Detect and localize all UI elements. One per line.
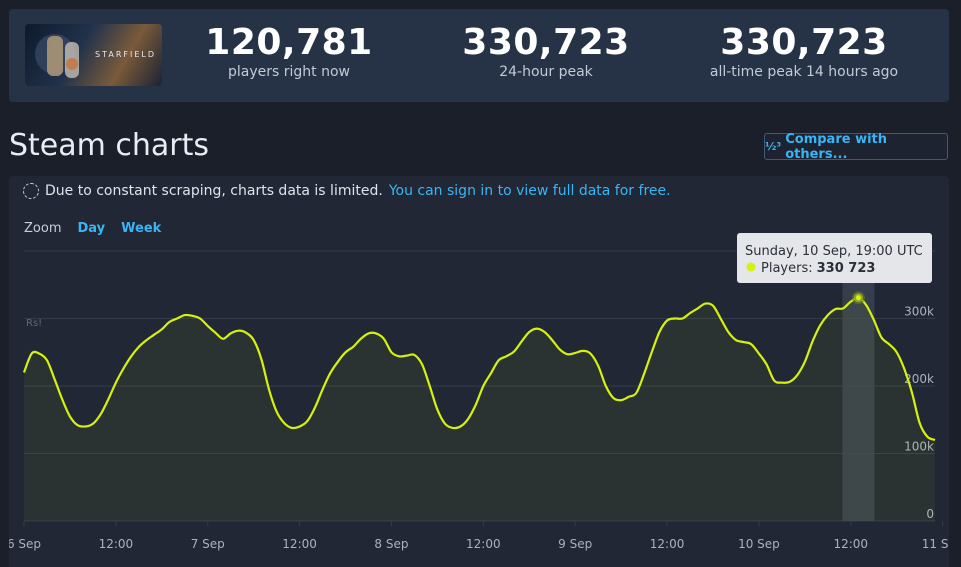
series-line-players — [22, 296, 936, 442]
stat-current-players: 120,781 players right now — [204, 23, 374, 81]
y-tick-label: 300k — [904, 305, 934, 319]
stat-value: 330,723 — [720, 22, 888, 63]
tooltip-series-label: Players: — [761, 261, 813, 276]
x-tick-label: 11 Sep — [922, 537, 949, 551]
x-tick-label: 7 Sep — [191, 537, 225, 551]
zoom-label: Zoom — [24, 221, 62, 236]
compare-button[interactable]: ½³ Compare with others... — [764, 131, 948, 162]
x-tick-label: 12:00 — [466, 537, 501, 551]
x-tick-label: 12:00 — [99, 537, 134, 551]
y-tick-label: 0 — [926, 507, 934, 521]
x-tick-label: 12:00 — [650, 537, 685, 551]
zoom-day-button[interactable]: Day — [77, 221, 106, 236]
highlight-point — [851, 291, 865, 305]
series-area — [24, 297, 935, 521]
zoom-controls: Zoom Day Week — [24, 221, 161, 236]
rs-watermark-icon: Rs! — [26, 318, 42, 329]
tooltip-series-row: Players: 330 723 — [761, 261, 875, 276]
scraping-notice: Due to constant scraping, charts data is… — [23, 183, 671, 199]
chart-tooltip: Sunday, 10 Sep, 19:00 UTC Players: 330 72… — [737, 233, 932, 283]
x-tick-label: 12:00 — [282, 537, 317, 551]
loading-spinner-icon — [23, 183, 39, 199]
stat-24h-peak: 330,723 24-hour peak — [461, 23, 631, 81]
stat-label: 24-hour peak — [499, 64, 593, 80]
game-thumbnail[interactable]: STARFIELD — [25, 24, 162, 86]
game-logo-text: STARFIELD — [95, 50, 157, 59]
sign-in-link[interactable]: You can sign in to view full data for fr… — [388, 183, 671, 199]
tooltip-date: Sunday, 10 Sep, 19:00 UTC — [745, 244, 923, 259]
compare-fraction-icon: ½³ — [765, 140, 782, 153]
zoom-week-button[interactable]: Week — [121, 221, 162, 236]
chart-panel: Due to constant scraping, charts data is… — [9, 176, 949, 567]
x-tick-label: 12:00 — [833, 537, 868, 551]
hover-highlight-band — [842, 281, 875, 521]
stat-value: 120,781 — [205, 22, 373, 63]
y-tick-label: 100k — [904, 440, 934, 454]
players-line-chart[interactable]: 0 100k 200k 300k 6 Sep 12:00 7 Sep 12:00 8 Sep 1… — [9, 176, 949, 567]
y-tick-label: 200k — [904, 372, 934, 386]
stat-label: all-time peak 14 hours ago — [709, 64, 899, 80]
compare-button-label: Compare with others... — [785, 131, 888, 162]
astronaut-art-icon — [35, 34, 79, 78]
stats-bar: STARFIELD 120,781 players right now 330,… — [9, 9, 949, 102]
x-tick-label: 10 Sep — [738, 537, 780, 551]
tooltip-series-dot-icon — [746, 262, 756, 272]
tooltip-value: 330 723 — [817, 261, 876, 276]
stat-label: players right now — [228, 64, 350, 80]
notice-text: Due to constant scraping, charts data is… — [45, 183, 383, 199]
stat-all-time-peak: 330,723 all-time peak 14 hours ago — [699, 23, 909, 81]
stat-value: 330,723 — [462, 22, 630, 63]
x-tick-label: 6 Sep — [9, 537, 41, 551]
tooltip-box — [737, 233, 932, 283]
x-tick-label: 8 Sep — [374, 537, 408, 551]
x-tick-label: 9 Sep — [558, 537, 592, 551]
page-title: Steam charts — [9, 128, 210, 163]
